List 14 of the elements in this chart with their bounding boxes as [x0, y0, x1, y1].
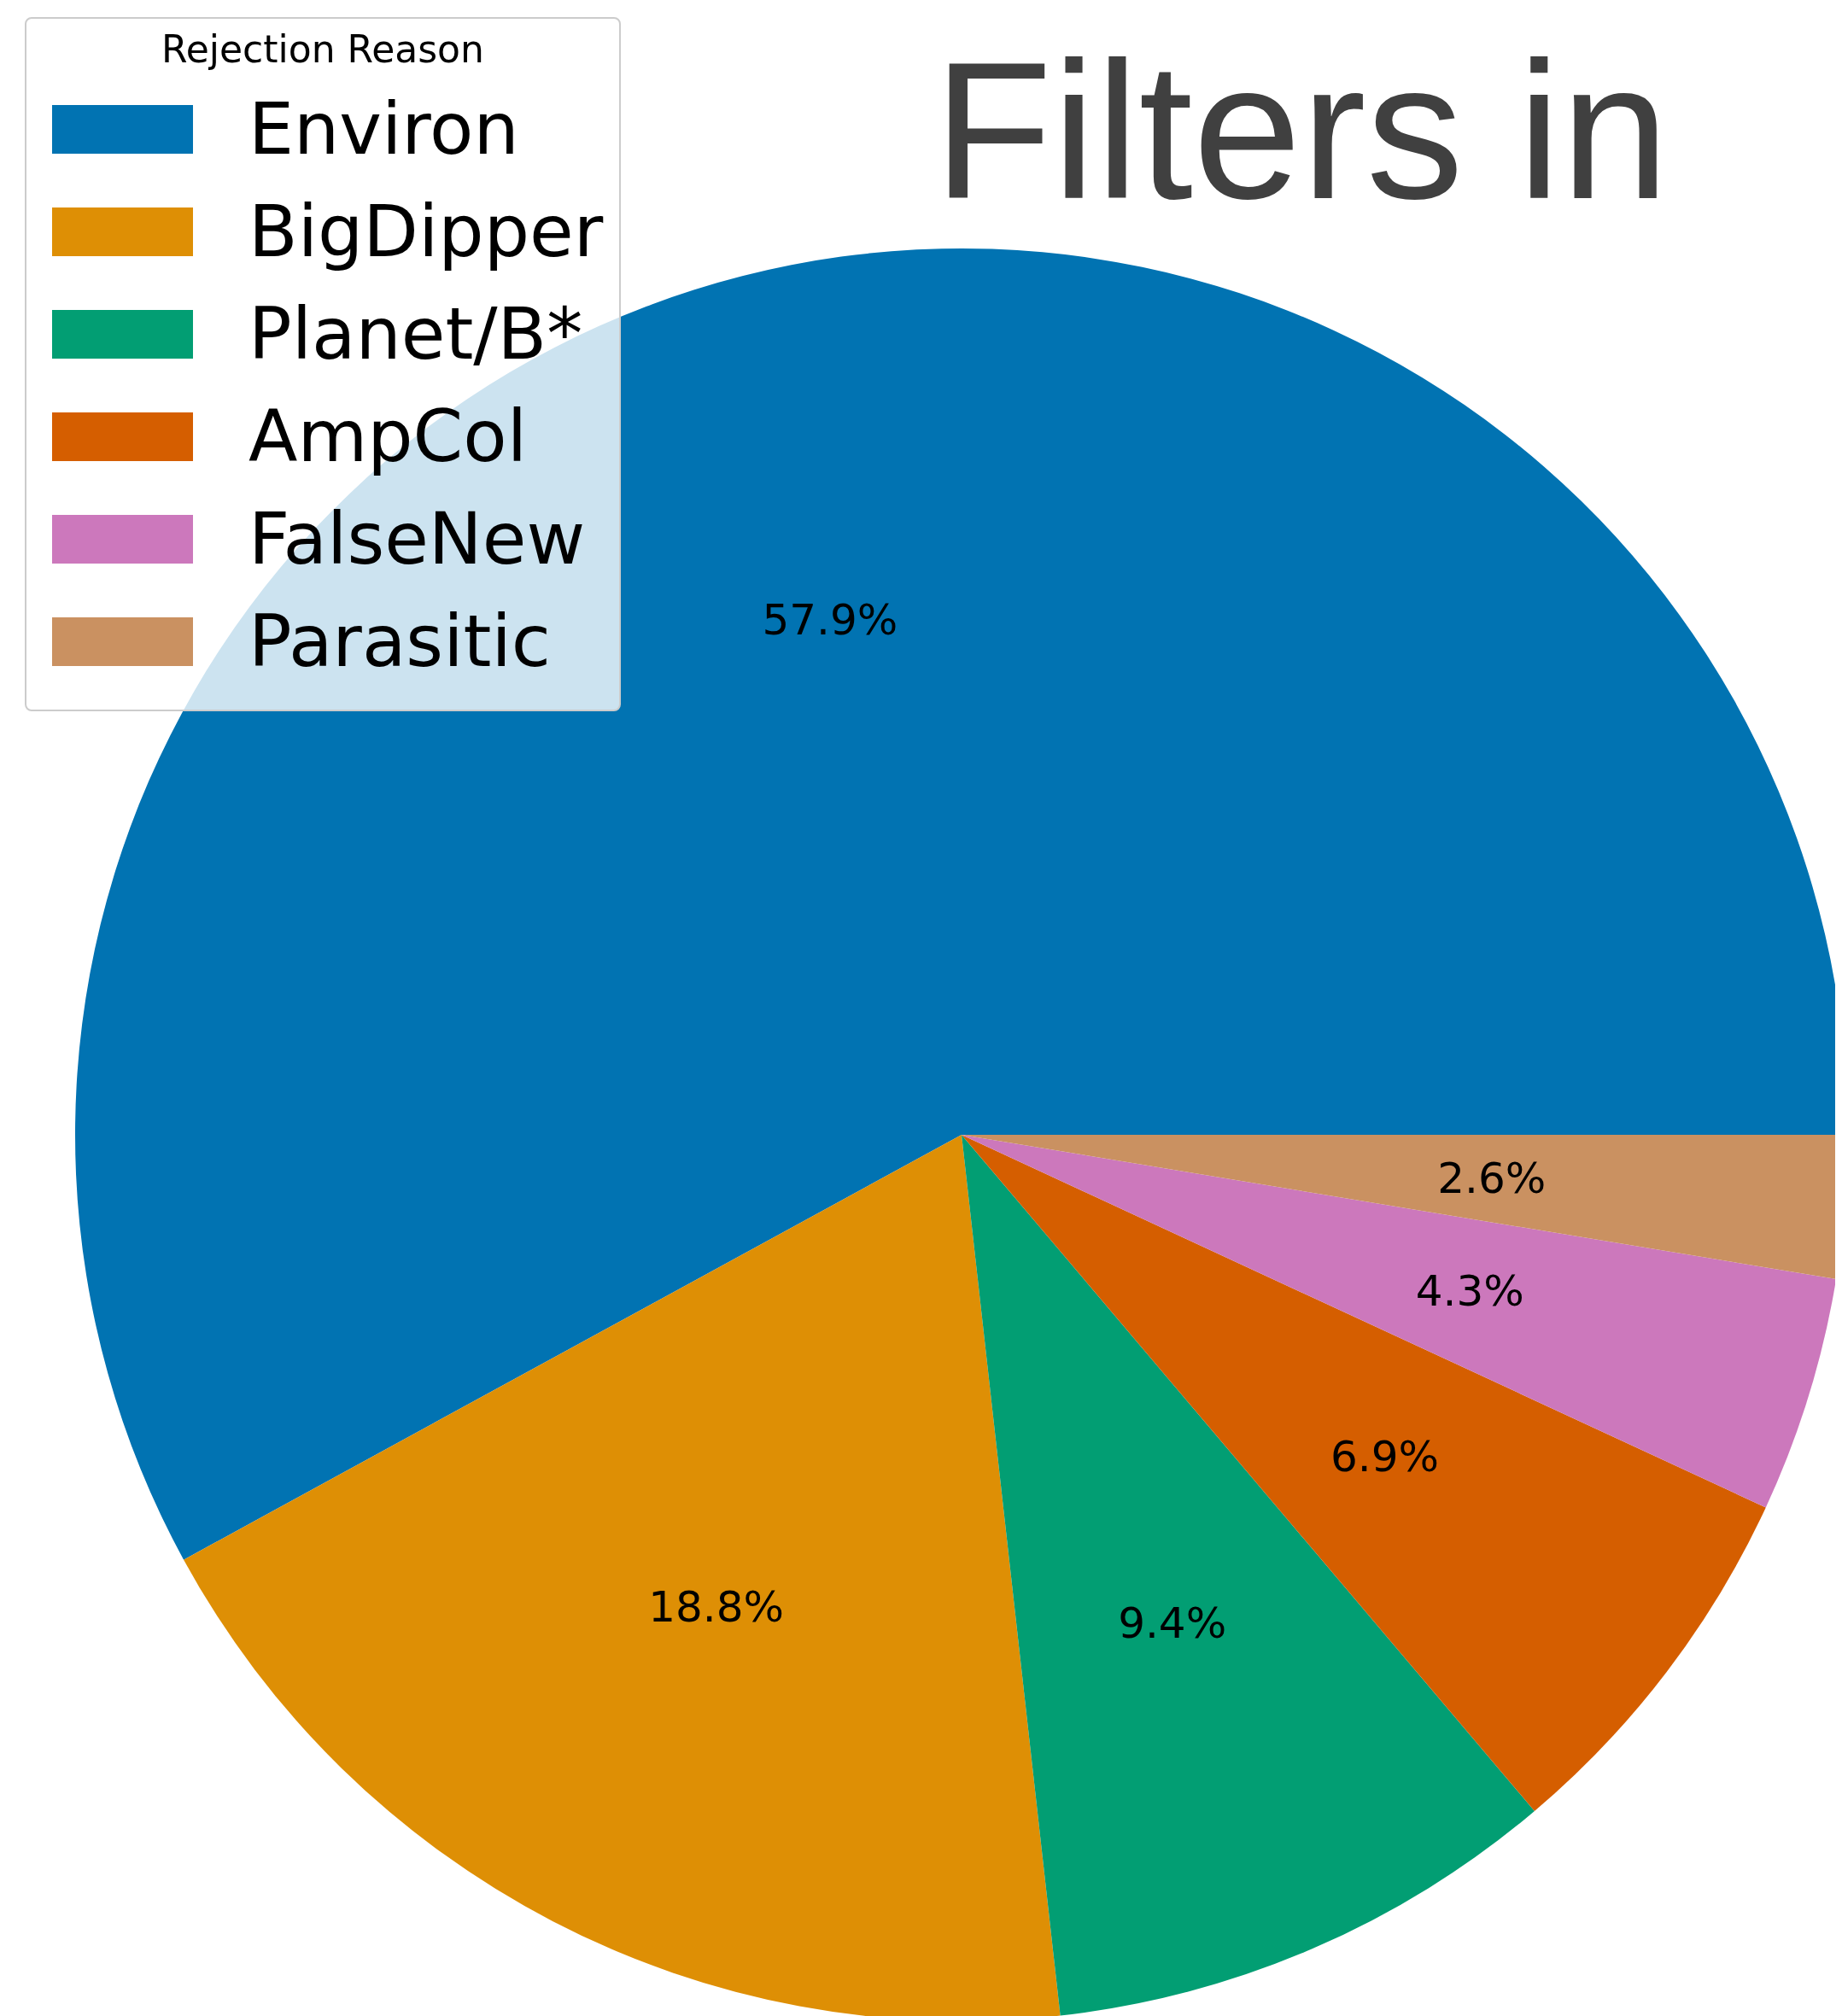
- legend-title: Rejection Reason: [161, 27, 485, 71]
- legend-label: FalseNew: [249, 497, 586, 581]
- legend-label: BigDipper: [249, 190, 604, 273]
- legend-label: AmpCol: [249, 394, 527, 478]
- chart-title: Filters in: [933, 21, 1669, 241]
- data-label: 6.9%: [1330, 1432, 1439, 1482]
- data-label: 4.3%: [1415, 1266, 1524, 1317]
- legend-label: Parasitic: [249, 599, 551, 683]
- data-label: 18.8%: [648, 1581, 785, 1632]
- data-label: 2.6%: [1437, 1153, 1547, 1203]
- data-label: 9.4%: [1118, 1598, 1227, 1648]
- legend-label: Environ: [249, 87, 519, 171]
- legend-label: Planet/B*: [249, 292, 583, 376]
- data-label: 57.9%: [762, 594, 898, 645]
